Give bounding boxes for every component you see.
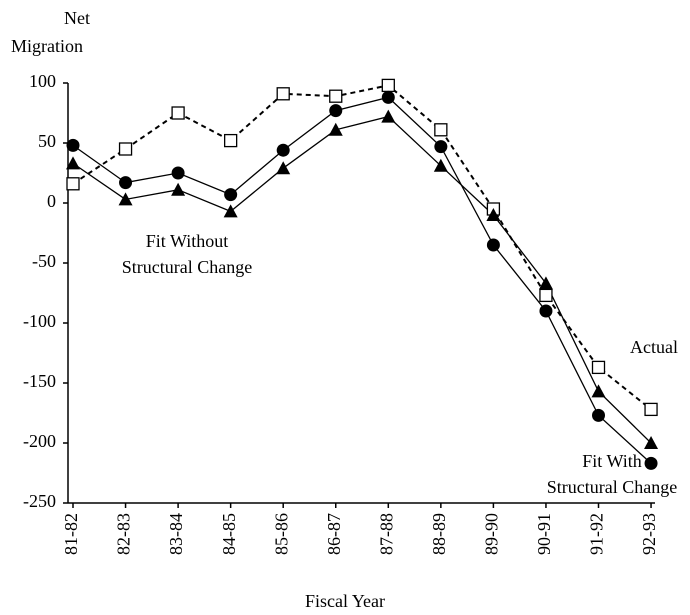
data-point — [329, 104, 343, 118]
y-tick-label: -200 — [23, 431, 56, 451]
y-tick-label: 50 — [38, 131, 56, 151]
data-point — [381, 78, 395, 93]
data-point — [329, 89, 343, 103]
data-point — [644, 402, 658, 417]
x-tick-label: 88-89 — [429, 513, 449, 555]
data-point — [486, 208, 501, 221]
data-point — [276, 143, 290, 157]
series-line — [72, 96, 652, 464]
data-point — [328, 122, 343, 136]
x-tick-label: 91-92 — [587, 513, 607, 555]
data-point — [224, 188, 238, 202]
y-axis-title: Migration — [11, 36, 83, 56]
series-line — [72, 115, 652, 444]
series-line — [72, 84, 652, 411]
data-point — [539, 304, 553, 318]
data-point — [381, 90, 395, 104]
data-point — [486, 238, 500, 252]
data-point — [433, 158, 448, 172]
y-tick-label: 0 — [47, 191, 56, 211]
x-tick-label: 86-87 — [324, 513, 344, 555]
x-tick-label: 83-84 — [166, 513, 186, 555]
series-annotation: Actual — [630, 337, 678, 357]
y-axis-title: Net — [64, 8, 90, 28]
x-tick-label: 84-85 — [219, 513, 239, 555]
x-tick-label: 89-90 — [482, 513, 502, 555]
data-point — [434, 140, 448, 154]
data-point — [66, 138, 80, 152]
data-point — [118, 142, 133, 156]
y-tick-label: -50 — [32, 251, 56, 271]
data-point — [644, 436, 659, 449]
data-point — [381, 109, 396, 123]
x-tick-label: 92-93 — [639, 513, 659, 555]
x-tick-label: 82-83 — [114, 513, 134, 555]
x-tick-label: 81-82 — [61, 513, 81, 555]
data-point — [592, 408, 605, 422]
data-point — [591, 384, 606, 398]
data-point — [66, 177, 80, 191]
series-annotation: Fit With Structural Change — [547, 451, 677, 497]
data-point — [223, 133, 238, 148]
x-tick-label: 87-88 — [376, 513, 396, 555]
data-point — [171, 182, 186, 196]
series-annotation: Fit Without Structural Change — [122, 231, 252, 277]
data-point — [591, 360, 606, 375]
x-axis-title: Fiscal Year — [305, 591, 385, 611]
data-point — [171, 166, 185, 180]
data-point — [66, 156, 80, 170]
y-tick-label: -100 — [23, 311, 56, 331]
y-tick-label: -150 — [23, 371, 56, 391]
y-tick-label: 100 — [29, 71, 56, 91]
data-point — [223, 204, 238, 218]
data-point — [538, 276, 553, 290]
data-point — [276, 87, 290, 101]
x-tick-label: 90-91 — [534, 513, 554, 555]
data-point — [644, 456, 658, 470]
data-point — [119, 176, 133, 190]
data-point — [171, 106, 185, 120]
data-point — [118, 192, 133, 206]
data-point — [434, 123, 448, 137]
data-point — [539, 288, 553, 303]
x-tick-label: 85-86 — [271, 513, 291, 555]
data-point — [276, 161, 291, 175]
y-tick-label: -250 — [23, 491, 56, 511]
